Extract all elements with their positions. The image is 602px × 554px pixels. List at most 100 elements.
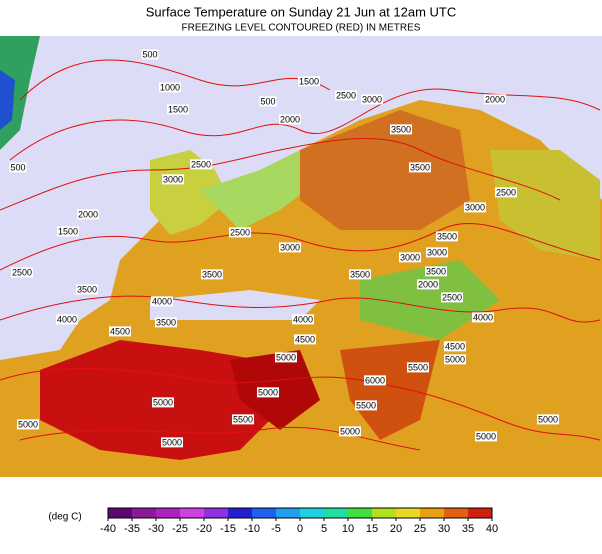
contour-label: 3500 bbox=[350, 269, 370, 279]
contour-label: 3500 bbox=[156, 317, 176, 327]
colorbar-tick-label: 20 bbox=[390, 523, 402, 535]
contour-label: 5500 bbox=[408, 362, 428, 372]
contour-label-bg bbox=[536, 414, 560, 425]
contour-label: 3000 bbox=[465, 202, 485, 212]
north-russia bbox=[200, 150, 320, 230]
contour-label: 3500 bbox=[202, 269, 222, 279]
contour-label: 2500 bbox=[191, 159, 211, 169]
contour-label: 5000 bbox=[340, 426, 360, 436]
contour-label-bg bbox=[406, 362, 430, 373]
colorbar-tick-label: 10 bbox=[342, 523, 354, 535]
contour-label: 1500 bbox=[299, 76, 319, 86]
subtitle: FREEZING LEVEL CONTOURED (RED) IN METRES bbox=[182, 23, 421, 34]
contour-label-bg bbox=[425, 247, 449, 258]
contour-label: 5000 bbox=[153, 397, 173, 407]
contour-label-group: 3500 bbox=[75, 284, 99, 295]
contour-label: 5000 bbox=[476, 431, 496, 441]
contour-label-group: 5000 bbox=[274, 352, 298, 363]
contour-label-group: 1500 bbox=[166, 104, 190, 115]
contour-label-bg bbox=[483, 94, 507, 105]
colorbar-tick-label: 5 bbox=[321, 523, 327, 535]
contour-label-group: 6000 bbox=[363, 375, 387, 386]
contour-label-bg bbox=[256, 387, 280, 398]
contour-label-group: 5000 bbox=[536, 414, 560, 425]
contour-label-bg bbox=[108, 326, 132, 337]
contour-label: 2500 bbox=[336, 90, 356, 100]
contour-label-group: 2500 bbox=[228, 227, 252, 238]
contour-label-bg bbox=[161, 174, 185, 185]
contour-label-bg bbox=[56, 226, 80, 237]
contour-label-group: 4500 bbox=[443, 341, 467, 352]
contour-label: 3000 bbox=[427, 247, 447, 257]
colorbar-tick-label: 25 bbox=[414, 523, 426, 535]
mediterranean bbox=[150, 290, 320, 320]
contour-label-bg bbox=[9, 162, 27, 173]
contour-label-bg bbox=[76, 209, 100, 220]
greenland-ice bbox=[0, 70, 15, 130]
contour-label-group: 4000 bbox=[55, 314, 79, 325]
colorbar-segment bbox=[468, 508, 493, 518]
contour-label: 4500 bbox=[110, 326, 130, 336]
colorbar-segment bbox=[396, 508, 421, 518]
contour-label: 4000 bbox=[57, 314, 77, 324]
colorbar-tick-label: -40 bbox=[100, 523, 116, 535]
colorbar-tick-label: 0 bbox=[297, 523, 303, 535]
contour-label: 3500 bbox=[391, 124, 411, 134]
contour-label-group: 5500 bbox=[354, 400, 378, 411]
scandinavia bbox=[150, 150, 230, 235]
contour-label: 4000 bbox=[293, 314, 313, 324]
contour-label: 4500 bbox=[295, 334, 315, 344]
contour-label-group: 3500 bbox=[424, 266, 448, 277]
contour-label: 2500 bbox=[442, 292, 462, 302]
contour-label-bg bbox=[338, 426, 362, 437]
contour-label-bg bbox=[75, 284, 99, 295]
contour-label-bg bbox=[334, 90, 358, 101]
contour-label-bg bbox=[354, 400, 378, 411]
contour-label: 3000 bbox=[400, 252, 420, 262]
contour-label: 1000 bbox=[160, 82, 180, 92]
contour-label-group: 2500 bbox=[10, 267, 34, 278]
contour-label: 4000 bbox=[152, 296, 172, 306]
contour-label-group: 1500 bbox=[297, 76, 321, 87]
contour-label: 3500 bbox=[77, 284, 97, 294]
contour-label: 5500 bbox=[356, 400, 376, 410]
colorbar-segment bbox=[156, 508, 181, 518]
contour-label-group: 2500 bbox=[440, 292, 464, 303]
contour-label: 3500 bbox=[426, 266, 446, 276]
contour-label-group: 2000 bbox=[416, 279, 440, 290]
contour-label-bg bbox=[154, 317, 178, 328]
contour-label-bg bbox=[494, 187, 518, 198]
contour-label-bg bbox=[228, 227, 252, 238]
contour-label-group: 3000 bbox=[398, 252, 422, 263]
contour-label-group: 5000 bbox=[256, 387, 280, 398]
contour-label-group: 2500 bbox=[334, 90, 358, 101]
contour-label-bg bbox=[291, 314, 315, 325]
colorbar-label: (deg C) bbox=[48, 512, 81, 523]
colorbar-segment bbox=[204, 508, 229, 518]
contour-label-group: 4000 bbox=[291, 314, 315, 325]
contour-label-bg bbox=[360, 94, 384, 105]
contour-label: 500 bbox=[142, 49, 157, 59]
contour-label-group: 5000 bbox=[160, 437, 184, 448]
contour-label-group: 5500 bbox=[406, 362, 430, 373]
contour-label-group: 4500 bbox=[108, 326, 132, 337]
contour-label-group: 3000 bbox=[278, 242, 302, 253]
colorbar-segment bbox=[444, 508, 469, 518]
contour-label: 3000 bbox=[163, 174, 183, 184]
contour-label: 4000 bbox=[473, 312, 493, 322]
colorbar-tick-label: 35 bbox=[462, 523, 474, 535]
contour-label-group: 3500 bbox=[435, 231, 459, 242]
contour-label: 3000 bbox=[362, 94, 382, 104]
contour-label-group: 4000 bbox=[471, 312, 495, 323]
contour-label-bg bbox=[297, 76, 321, 87]
contour-label-group: 1000 bbox=[158, 82, 182, 93]
contour-label: 2500 bbox=[496, 187, 516, 197]
contour-label-group: 5000 bbox=[474, 431, 498, 442]
contour-label-group: 3500 bbox=[389, 124, 413, 135]
contour-label-group: 4500 bbox=[293, 334, 317, 345]
contour-label: 2000 bbox=[78, 209, 98, 219]
contour-label: 1500 bbox=[58, 226, 78, 236]
colorbar-tick-label: -30 bbox=[148, 523, 164, 535]
contour-label-bg bbox=[151, 397, 175, 408]
contour-label: 2000 bbox=[418, 279, 438, 289]
